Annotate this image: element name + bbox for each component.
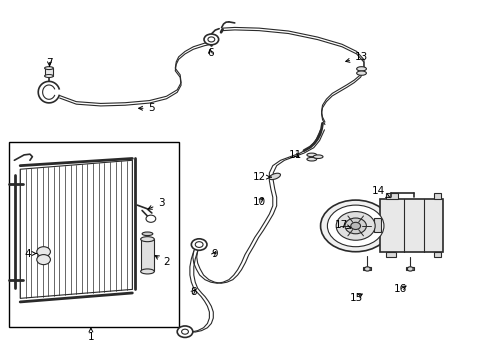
- Text: 16: 16: [393, 284, 407, 294]
- Text: 4: 4: [24, 248, 37, 258]
- Text: 1: 1: [87, 328, 94, 342]
- Polygon shape: [20, 160, 132, 298]
- Bar: [44, 68, 53, 76]
- Ellipse shape: [268, 173, 280, 180]
- Bar: [385, 193, 397, 199]
- Ellipse shape: [141, 269, 154, 274]
- Text: 10: 10: [252, 197, 265, 207]
- Circle shape: [327, 205, 383, 247]
- Bar: [406, 267, 413, 270]
- Circle shape: [364, 267, 369, 271]
- Text: 17: 17: [334, 220, 350, 230]
- Text: 15: 15: [349, 293, 363, 303]
- Text: 7: 7: [46, 58, 53, 68]
- Circle shape: [181, 329, 188, 334]
- Circle shape: [177, 326, 192, 337]
- Bar: [363, 267, 370, 270]
- Bar: [9, 142, 178, 327]
- Ellipse shape: [141, 237, 154, 242]
- Text: 2: 2: [155, 256, 169, 267]
- Text: 11: 11: [288, 150, 302, 160]
- Circle shape: [207, 37, 214, 42]
- Circle shape: [320, 200, 390, 252]
- Text: 14: 14: [371, 186, 390, 198]
- Bar: [433, 193, 440, 199]
- Ellipse shape: [44, 67, 53, 69]
- Circle shape: [191, 239, 206, 250]
- Text: 6: 6: [206, 48, 213, 58]
- Ellipse shape: [306, 153, 316, 157]
- Bar: [433, 252, 440, 257]
- Bar: [141, 239, 154, 271]
- Text: 8: 8: [190, 287, 196, 297]
- Ellipse shape: [306, 157, 316, 161]
- Text: 12: 12: [252, 172, 271, 182]
- Ellipse shape: [356, 71, 366, 75]
- Text: 13: 13: [345, 52, 367, 62]
- Ellipse shape: [44, 75, 53, 77]
- Bar: [379, 199, 443, 252]
- Text: 5: 5: [139, 103, 155, 113]
- Circle shape: [37, 255, 50, 265]
- Text: 9: 9: [210, 248, 217, 258]
- Ellipse shape: [356, 67, 366, 71]
- Circle shape: [195, 242, 203, 247]
- Circle shape: [335, 212, 374, 240]
- Ellipse shape: [313, 155, 323, 158]
- Ellipse shape: [142, 232, 153, 235]
- Bar: [385, 252, 395, 257]
- Circle shape: [407, 267, 412, 271]
- Circle shape: [203, 34, 218, 45]
- Circle shape: [146, 215, 156, 222]
- Bar: [373, 218, 380, 232]
- Circle shape: [350, 222, 360, 229]
- Circle shape: [344, 218, 366, 234]
- Text: 3: 3: [148, 198, 164, 209]
- Circle shape: [37, 247, 50, 257]
